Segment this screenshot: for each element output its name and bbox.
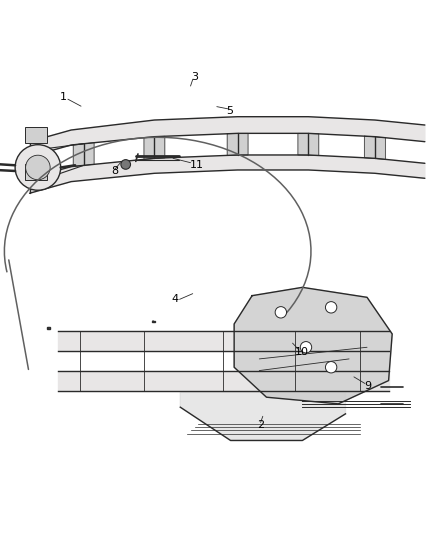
Text: 3: 3 [191,72,198,82]
Polygon shape [227,133,248,156]
Circle shape [325,302,337,313]
Bar [152,320,155,322]
Circle shape [152,321,154,322]
Text: 9: 9 [364,381,371,391]
Text: 5: 5 [226,106,233,116]
Text: 11: 11 [190,160,204,170]
Text: 8: 8 [112,166,119,176]
Circle shape [275,306,286,318]
Polygon shape [58,370,389,391]
Text: 10: 10 [295,347,309,357]
Circle shape [325,361,337,373]
Circle shape [300,342,312,353]
Polygon shape [234,287,392,404]
Polygon shape [30,117,425,157]
Circle shape [121,159,131,169]
Bar [47,327,50,329]
Circle shape [48,327,49,328]
Circle shape [25,155,50,180]
Polygon shape [30,155,425,193]
Polygon shape [298,133,319,156]
Bar [25,164,47,180]
Text: 4: 4 [172,294,179,304]
Polygon shape [144,136,165,159]
Polygon shape [180,392,346,440]
Polygon shape [58,330,389,351]
Text: 2: 2 [257,420,264,430]
Polygon shape [73,143,94,166]
Circle shape [15,144,60,190]
Text: 1: 1 [60,92,67,102]
Bar [25,127,47,143]
Polygon shape [364,136,385,159]
